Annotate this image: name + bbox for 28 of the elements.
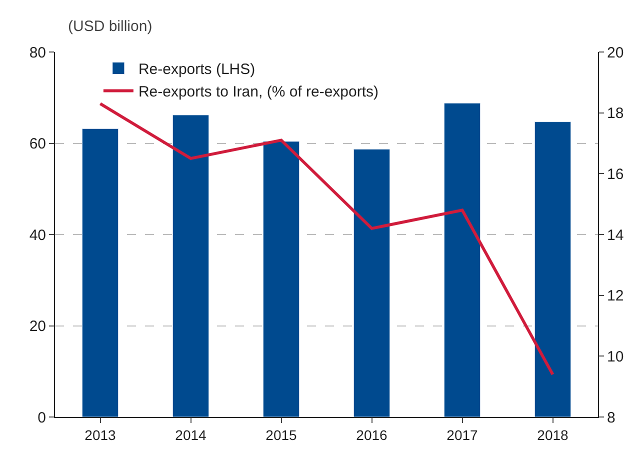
y-tick-label: 0	[38, 409, 46, 426]
y-tick-label: 20	[29, 318, 46, 335]
line-series	[98, 102, 554, 376]
x-tick-label: 2015	[266, 426, 298, 443]
text: (USD billion)	[68, 18, 152, 35]
y-tick-label: 80	[29, 44, 46, 62]
y2-tick-label: 20	[607, 44, 624, 62]
y2-tick-label: 12	[607, 288, 624, 305]
x-tick-label: 2016	[356, 426, 388, 443]
y2-tick-label: 16	[607, 166, 624, 183]
y2-tick-label: 14	[607, 226, 624, 244]
bar	[444, 102, 481, 417]
legend-label: Re-exports to Iran, (% of re-exports)	[138, 84, 379, 101]
y2-tick-label: 8	[607, 409, 616, 426]
x-tick-label: 2017	[446, 426, 478, 443]
y2-tick-label: 10	[607, 348, 624, 366]
bar	[353, 148, 390, 417]
y-tick-label: 60	[29, 136, 46, 152]
x-tick-label: 2018	[537, 426, 569, 443]
x-tick-label: 2014	[175, 426, 207, 443]
y2-tick-label: 18	[607, 105, 624, 122]
bar	[534, 122, 572, 417]
legend-label: Re-exports (LHS)	[138, 61, 256, 78]
x-tick-label: 2013	[84, 426, 116, 443]
y-tick-label: 40	[29, 226, 46, 244]
bar	[262, 141, 300, 417]
bar	[82, 128, 119, 417]
bar	[172, 114, 210, 417]
